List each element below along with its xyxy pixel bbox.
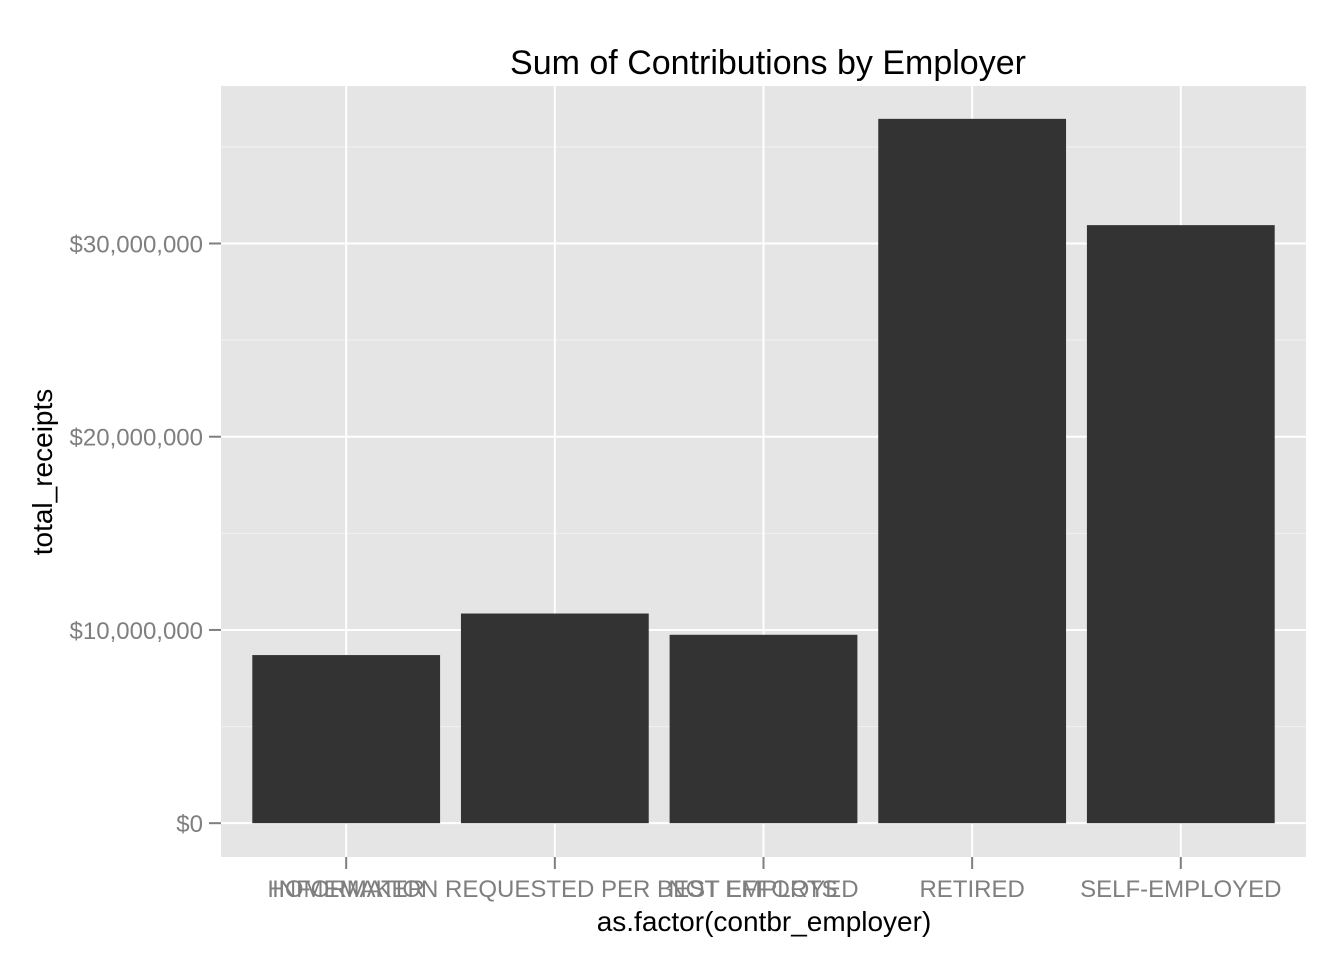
x-tick-label: HOMEMAKER	[268, 876, 425, 903]
bars	[252, 118, 1275, 824]
x-tick-label: NOT EMPLOYED	[668, 876, 858, 903]
x-tick-label: SELF-EMPLOYED	[1080, 876, 1281, 903]
y-tick-label: $0	[176, 811, 203, 838]
x-tick-label: INFORMATION REQUESTED PER BEST EFFORTS	[272, 876, 837, 903]
y-axis-title: total_receipts	[27, 389, 58, 556]
x-tick-label: RETIRED	[919, 876, 1024, 903]
bar	[1086, 225, 1275, 824]
bar	[460, 613, 649, 824]
y-tick-label: $20,000,000	[70, 425, 203, 452]
x-axis-title: as.factor(contbr_employer)	[597, 906, 932, 937]
y-axis: $0 $10,000,000 $20,000,000 $30,000,000	[70, 231, 221, 838]
bar	[878, 118, 1067, 824]
y-tick-label: $10,000,000	[70, 618, 203, 645]
bar	[252, 655, 441, 824]
bar	[669, 634, 858, 824]
chart-title: Sum of Contributions by Employer	[510, 44, 1026, 82]
y-tick-label: $30,000,000	[70, 231, 203, 258]
